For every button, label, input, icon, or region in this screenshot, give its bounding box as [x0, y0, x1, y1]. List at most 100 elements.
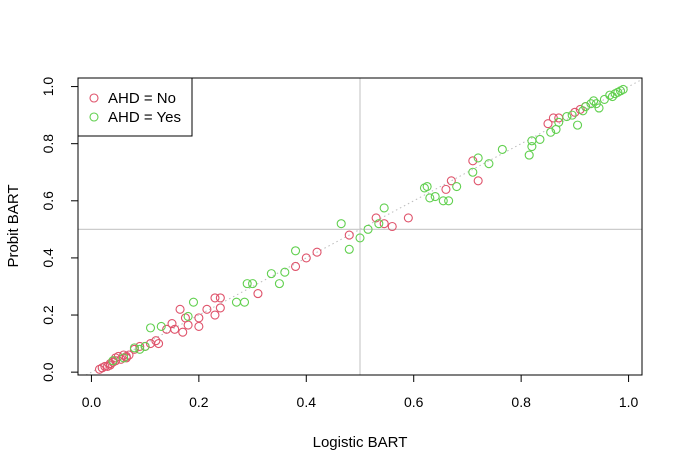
point-ahd-yes: [156, 321, 166, 332]
point-ahd-yes: [119, 353, 129, 363]
point-ahd-yes: [425, 193, 435, 203]
point-ahd-no: [175, 304, 185, 314]
point-ahd-yes: [140, 341, 150, 351]
point-ahd-no: [441, 184, 451, 194]
point-ahd-no: [344, 230, 354, 240]
point-ahd-yes: [242, 279, 252, 289]
y-tick-label: 0.2: [40, 305, 56, 325]
point-ahd-yes: [290, 246, 301, 256]
point-ahd-no: [167, 319, 177, 329]
point-ahd-no: [468, 156, 478, 166]
point-ahd-yes: [594, 103, 604, 113]
point-ahd-no: [170, 324, 180, 334]
point-ahd-no: [473, 176, 483, 186]
legend: AHD = No AHD = Yes: [77, 77, 193, 137]
point-ahd-yes: [129, 343, 139, 353]
y-tick-label: 0.4: [40, 248, 56, 268]
point-ahd-yes: [135, 344, 145, 354]
point-ahd-no: [312, 247, 322, 257]
point-ahd-no: [215, 293, 225, 303]
point-ahd-no: [210, 293, 220, 303]
y-axis: 0.0 0.2 0.4 0.6 0.8 1.0: [40, 77, 79, 382]
point-ahd-yes: [618, 84, 628, 94]
point-ahd-no: [387, 221, 397, 232]
y-tick-label: 1.0: [40, 77, 56, 97]
point-ahd-yes: [274, 279, 284, 289]
point-ahd-no: [202, 304, 212, 314]
legend-label-no: AHD = No: [108, 90, 176, 107]
legend-box: [77, 77, 193, 137]
point-ahd-yes: [572, 120, 583, 130]
point-ahd-no: [379, 219, 389, 229]
point-ahd-no: [183, 320, 193, 330]
point-ahd-no: [290, 261, 301, 272]
point-ahd-no: [215, 303, 225, 313]
point-ahd-no: [253, 289, 263, 299]
point-ahd-no: [210, 310, 220, 320]
point-ahd-yes: [554, 117, 564, 127]
point-ahd-yes: [374, 219, 384, 229]
point-ahd-no: [403, 213, 413, 223]
legend-label-yes: AHD = Yes: [108, 109, 181, 126]
diagonal-reference-line: [85, 78, 643, 376]
point-ahd-yes: [562, 112, 572, 122]
point-ahd-yes: [546, 127, 556, 137]
point-ahd-yes: [484, 159, 494, 169]
point-ahd-yes: [108, 356, 118, 366]
y-tick-label: 0.6: [40, 191, 56, 211]
y-axis-title: Probit BART: [5, 184, 22, 267]
point-ahd-yes: [248, 279, 258, 289]
point-ahd-yes: [452, 181, 462, 192]
point-ahd-yes: [145, 323, 156, 333]
point-ahd-yes: [586, 99, 596, 109]
point-ahd-yes: [527, 141, 537, 152]
point-ahd-no: [100, 361, 110, 371]
point-ahd-no: [301, 253, 311, 263]
point-ahd-yes: [497, 144, 507, 154]
y-tick-label: 0.8: [40, 134, 56, 154]
point-ahd-no: [154, 339, 164, 349]
x-tick-label: 0.2: [189, 394, 209, 410]
reference-lines: [78, 78, 643, 376]
point-ahd-yes: [355, 233, 365, 243]
point-ahd-yes: [266, 269, 276, 279]
point-ahd-yes: [524, 150, 534, 160]
x-tick-label: 0.8: [511, 394, 531, 410]
point-ahd-yes: [379, 203, 389, 213]
point-ahd-yes: [363, 224, 373, 234]
x-tick-label: 0.0: [82, 394, 102, 410]
point-ahd-yes: [468, 167, 478, 177]
point-ahd-yes: [567, 110, 577, 120]
point-ahd-yes: [589, 96, 599, 106]
point-ahd-yes: [473, 153, 483, 163]
point-ahd-no: [194, 321, 204, 332]
point-ahd-yes: [430, 191, 440, 202]
x-tick-label: 1.0: [619, 394, 639, 410]
data-points: [94, 84, 628, 374]
point-ahd-yes: [444, 196, 454, 206]
point-ahd-yes: [344, 244, 354, 254]
x-axis: 0.0 0.2 0.4 0.6 0.8 1.0: [82, 374, 639, 410]
y-tick-label: 0.0: [40, 362, 56, 382]
point-ahd-no: [543, 119, 553, 129]
point-ahd-yes: [231, 297, 242, 307]
point-ahd-yes: [280, 267, 290, 277]
point-ahd-yes: [438, 196, 448, 206]
point-ahd-no: [124, 350, 134, 360]
point-ahd-yes: [535, 134, 545, 144]
point-ahd-yes: [336, 219, 346, 229]
point-ahd-no: [446, 176, 456, 186]
point-ahd-no: [178, 327, 188, 337]
x-axis-title: Logistic BART: [313, 434, 408, 451]
point-ahd-no: [194, 313, 204, 323]
point-ahd-yes: [581, 102, 591, 112]
point-ahd-no: [151, 336, 161, 346]
point-ahd-yes: [422, 181, 432, 192]
point-ahd-no: [371, 213, 381, 223]
legend-marker-no: [89, 93, 99, 103]
legend-marker-yes: [89, 112, 99, 122]
point-ahd-yes: [239, 297, 250, 307]
x-tick-label: 0.6: [404, 394, 424, 410]
x-tick-label: 0.4: [297, 394, 317, 410]
point-ahd-no: [135, 341, 145, 351]
